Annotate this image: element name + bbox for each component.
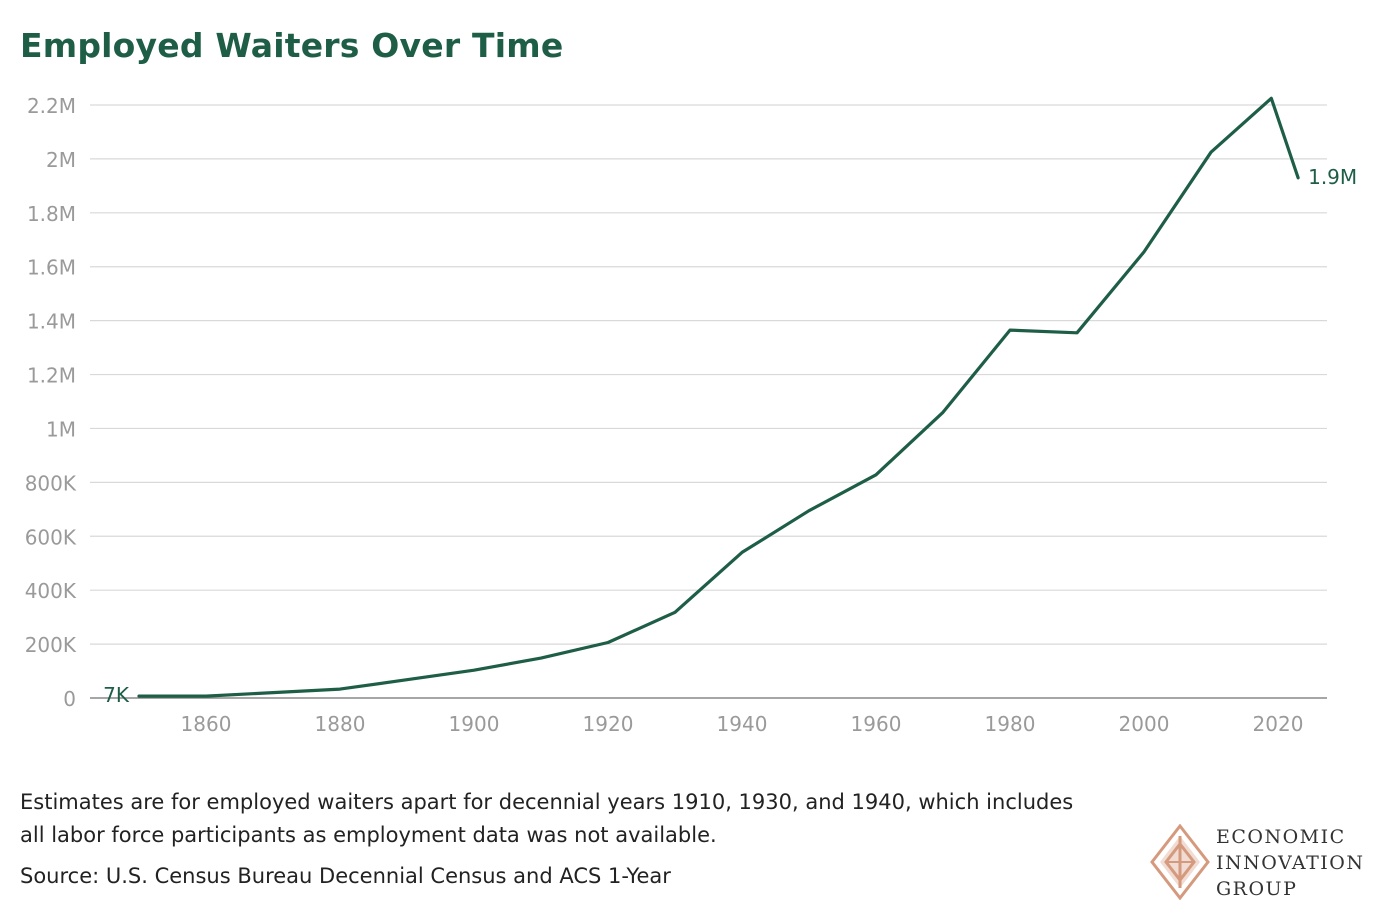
series-line bbox=[137, 96, 1300, 698]
y-tick-label: 400K bbox=[25, 579, 77, 603]
y-tick-label: 1.8M bbox=[27, 202, 76, 226]
y-tick-label: 2M bbox=[46, 148, 76, 172]
y-tick-label: 0 bbox=[63, 687, 76, 711]
x-tick-label: 2020 bbox=[1253, 712, 1304, 736]
x-tick-label: 1940 bbox=[717, 712, 768, 736]
chart-title: Employed Waiters Over Time bbox=[20, 26, 564, 65]
line-chart: 0 200K 400K 600K 800K 1M 1.2M 1.4M 1.6M 1.8M 2M 2.2… bbox=[25, 94, 1357, 736]
eig-logo: ECONOMIC INNOVATION GROUP bbox=[1150, 824, 1386, 900]
y-tick-label: 1M bbox=[46, 417, 76, 441]
logo-line-3: GROUP bbox=[1216, 878, 1298, 900]
x-tick-label: 1900 bbox=[449, 712, 500, 736]
chart-note: Estimates are for employed waiters apart… bbox=[20, 786, 1140, 852]
x-tick-label: 1980 bbox=[985, 712, 1036, 736]
x-tick-label: 1960 bbox=[851, 712, 902, 736]
x-tick-label: 1920 bbox=[583, 712, 634, 736]
note-line-1: Estimates are for employed waiters apart… bbox=[20, 790, 1074, 814]
end-value-label: 1.9M bbox=[1308, 165, 1357, 189]
y-tick-label: 1.4M bbox=[27, 310, 76, 334]
y-tick-label: 200K bbox=[25, 633, 77, 657]
logo-line-2: INNOVATION bbox=[1216, 852, 1365, 874]
y-tick-label: 800K bbox=[25, 471, 77, 495]
x-tick-label: 1880 bbox=[315, 712, 366, 736]
diamond-logo-icon bbox=[1150, 824, 1210, 900]
logo-line-1: ECONOMIC bbox=[1216, 826, 1346, 848]
x-tick-label: 2000 bbox=[1119, 712, 1170, 736]
y-tick-label: 1.2M bbox=[27, 364, 76, 388]
source-text: Source: U.S. Census Bureau Decennial Cen… bbox=[20, 864, 671, 888]
y-tick-label: 2.2M bbox=[27, 94, 76, 118]
note-line-2: all labor force participants as employme… bbox=[20, 823, 717, 847]
y-tick-label: 600K bbox=[25, 525, 77, 549]
logo-wordmark: ECONOMIC INNOVATION GROUP bbox=[1216, 824, 1365, 902]
start-value-label: 7K bbox=[103, 683, 130, 707]
y-tick-label: 1.6M bbox=[27, 256, 76, 280]
x-tick-label: 1860 bbox=[181, 712, 232, 736]
